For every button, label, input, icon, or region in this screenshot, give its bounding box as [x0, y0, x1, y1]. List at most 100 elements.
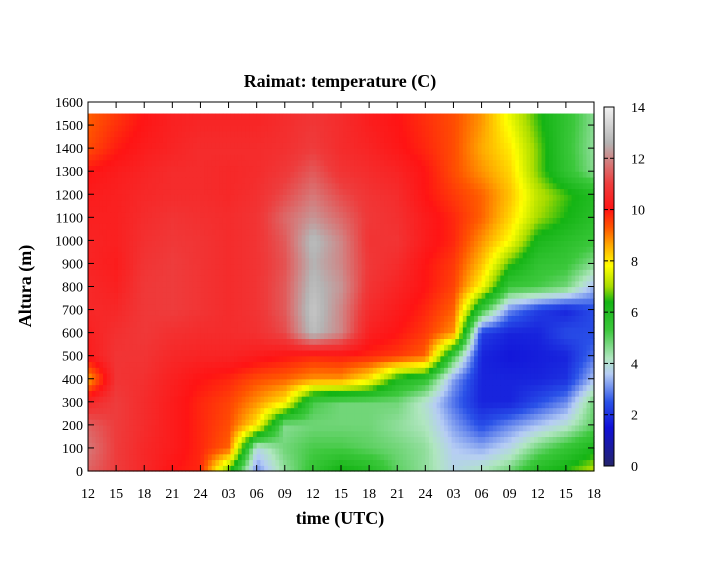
heatmap-cell [459, 407, 464, 414]
heatmap-cell [571, 309, 576, 316]
heatmap-cell [121, 263, 127, 270]
heatmap-cell [571, 430, 576, 438]
heatmap-cell [466, 384, 471, 391]
heatmap-cell [526, 442, 531, 449]
heatmap-cell [294, 419, 299, 426]
heatmap-cell [417, 303, 423, 311]
heatmap-cell [166, 447, 172, 455]
heatmap-cell [256, 378, 262, 386]
heatmap-cell [129, 349, 134, 357]
heatmap-cell [102, 315, 108, 322]
heatmap-cell [459, 298, 464, 305]
heatmap-cell [406, 338, 411, 345]
heatmap-cell [432, 442, 438, 449]
heatmap-cell [421, 378, 426, 386]
heatmap-cell [537, 453, 543, 461]
heatmap-cell [114, 372, 119, 380]
heatmap-cell [526, 390, 531, 397]
heatmap-cell [174, 344, 179, 351]
heatmap-cell [552, 274, 558, 282]
heatmap-cell [226, 321, 232, 328]
heatmap-cell [151, 269, 157, 276]
heatmap-cell [361, 390, 366, 397]
heatmap-cell [455, 453, 460, 461]
heatmap-cell [286, 274, 291, 282]
heatmap-cell [549, 361, 554, 368]
heatmap-cell [117, 292, 123, 299]
heatmap-cell [586, 436, 591, 443]
heatmap-cell [492, 286, 498, 293]
heatmap-cell [425, 396, 430, 403]
heatmap-cell [376, 367, 381, 374]
heatmap-cell [395, 332, 400, 339]
heatmap-cell [234, 465, 239, 472]
heatmap-cell [511, 274, 516, 282]
heatmap-cell [462, 269, 468, 276]
heatmap-cell [192, 372, 198, 380]
heatmap-cell [571, 292, 576, 299]
heatmap-cell [519, 338, 524, 345]
heatmap-cell [290, 453, 295, 461]
heatmap-cell [181, 263, 187, 270]
heatmap-cell [267, 453, 273, 461]
heatmap-cell [222, 465, 228, 472]
heatmap-cell [440, 292, 445, 299]
heatmap-cell [447, 419, 453, 426]
heatmap-cell [282, 332, 288, 339]
heatmap-cell [530, 344, 535, 351]
heatmap-cell [590, 453, 595, 461]
heatmap-cell [579, 263, 584, 270]
heatmap-cell [519, 315, 524, 322]
heatmap-cell [249, 263, 254, 270]
heatmap-cell [406, 436, 411, 443]
heatmap-cell [219, 344, 224, 351]
heatmap-cell [215, 419, 220, 426]
heatmap-cell [354, 292, 359, 299]
heatmap-cell [582, 344, 588, 351]
heatmap-cell [166, 401, 172, 409]
heatmap-cell [395, 274, 400, 282]
heatmap-cell [237, 257, 243, 265]
heatmap-cell [324, 384, 329, 391]
heatmap-cell [99, 338, 104, 345]
heatmap-cell [230, 349, 235, 357]
heatmap-cell [241, 401, 247, 409]
heatmap-cell [402, 424, 408, 432]
heatmap-cell [417, 298, 423, 305]
heatmap-cell [575, 274, 580, 282]
heatmap-cell [309, 424, 314, 432]
heatmap-cell [286, 269, 291, 276]
heatmap-cell [462, 442, 468, 449]
heatmap-cell [219, 378, 224, 386]
heatmap-cell [204, 269, 209, 276]
heatmap-cell [327, 430, 333, 438]
heatmap-cell [95, 424, 100, 432]
heatmap-cell [312, 344, 318, 351]
heatmap-cell [260, 419, 265, 426]
heatmap-cell [586, 326, 591, 334]
heatmap-cell [504, 309, 509, 316]
heatmap-cell [301, 424, 306, 432]
heatmap-cell [117, 315, 123, 322]
heatmap-cell [496, 436, 501, 443]
heatmap-cell [147, 349, 153, 357]
heatmap-cell [121, 257, 127, 265]
heatmap-cell [387, 459, 393, 466]
heatmap-cell [474, 384, 479, 391]
heatmap-cell [474, 424, 479, 432]
heatmap-cell [99, 442, 104, 449]
chart-title: Raimat: temperature (C) [244, 71, 437, 92]
heatmap-cell [369, 447, 374, 455]
heatmap-cell [564, 384, 569, 391]
heatmap-cell [406, 384, 411, 391]
heatmap-cell [117, 367, 123, 374]
heatmap-cell [237, 465, 243, 472]
heatmap-cell [279, 315, 284, 322]
heatmap-cell [267, 257, 273, 265]
heatmap-cell [234, 424, 239, 432]
heatmap-cell [395, 436, 400, 443]
heatmap-cell [271, 453, 277, 461]
heatmap-cell [399, 453, 404, 461]
heatmap-cell [571, 372, 576, 380]
heatmap-cell [369, 286, 374, 293]
